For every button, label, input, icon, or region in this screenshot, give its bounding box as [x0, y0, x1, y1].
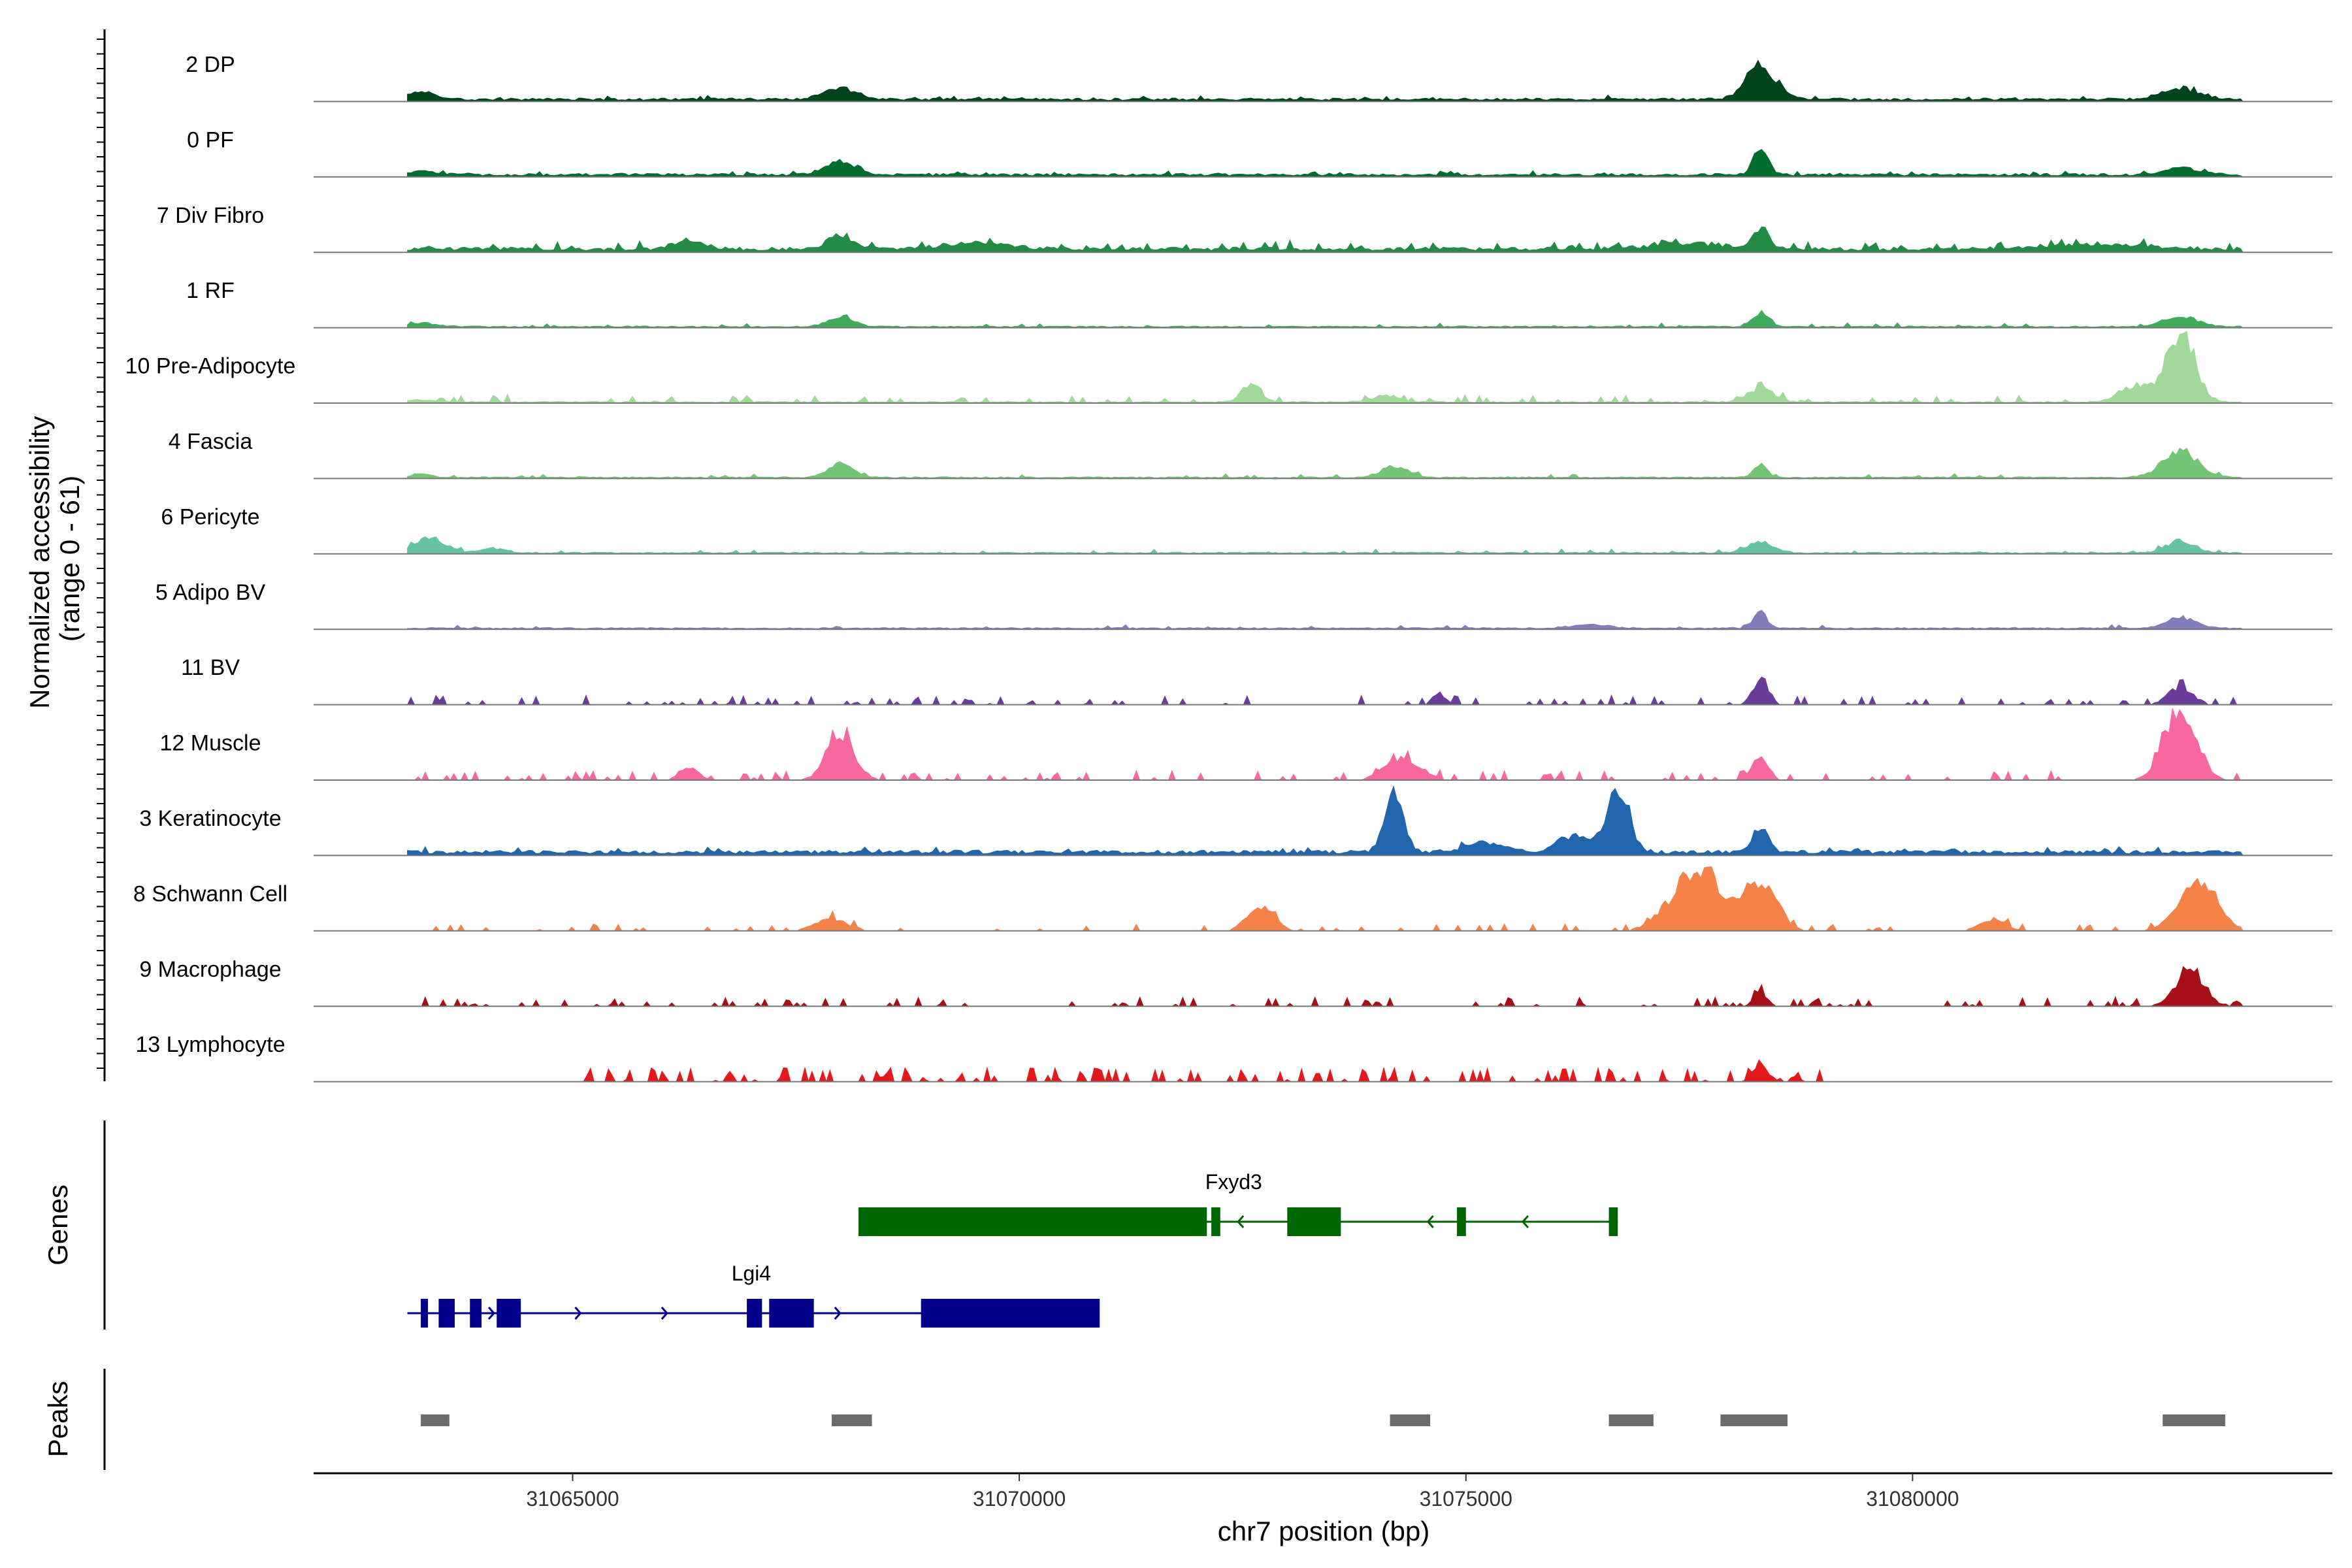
peak-region	[1609, 1414, 1654, 1426]
peaks-panel	[421, 1414, 2225, 1426]
gene-exon	[1211, 1207, 1220, 1236]
x-axis-tick-label: 31070000	[973, 1487, 1066, 1511]
track-label: 5 Adipo BV	[155, 580, 266, 605]
track-1-rf: 1 RF	[186, 278, 2332, 329]
track-7-div-fibro: 7 Div Fibro	[157, 203, 2332, 253]
track-label: 12 Muscle	[160, 731, 261, 756]
track-label: 11 BV	[181, 655, 240, 680]
gene-exon	[1609, 1207, 1618, 1236]
gene-exon	[769, 1299, 814, 1328]
gene-exon	[747, 1299, 762, 1328]
gene-strand-arrow	[834, 1307, 841, 1320]
gene-exon	[497, 1299, 521, 1328]
track-label: 4 Fascia	[169, 429, 253, 454]
x-axis-tick-label: 31080000	[1866, 1487, 1959, 1511]
track-coverage-area	[407, 610, 2244, 630]
coverage-tracks: 2 DP 0 PF 7 Div Fibro 1 RF 10 Pre-Adipocyte 4…	[125, 52, 2332, 1083]
gene-fxyd3: Fxyd3	[858, 1170, 1618, 1236]
y-axis-title-line2: (range 0 - 61)	[54, 476, 85, 642]
track-label: 3 Keratinocyte	[139, 806, 281, 831]
track-13-lymphocyte: 13 Lymphocyte	[135, 1032, 2332, 1083]
track-label: 0 PF	[187, 127, 234, 152]
track-12-muscle: 12 Muscle	[160, 708, 2332, 781]
y-axis	[97, 29, 106, 1470]
gene-strand-arrow	[661, 1307, 668, 1320]
track-coverage-area	[407, 226, 2244, 253]
track-0-pf: 0 PF	[187, 127, 2332, 178]
track-6-pericyte: 6 Pericyte	[161, 504, 2332, 555]
x-axis: 31065000 31070000 31075000 31080000	[314, 1472, 2332, 1511]
track-coverage-area	[406, 676, 2244, 706]
track-11-bv: 11 BV	[181, 655, 2332, 706]
peaks-panel-label: Peaks	[42, 1381, 73, 1458]
track-coverage-area	[407, 708, 2244, 781]
track-label: 6 Pericyte	[161, 504, 259, 529]
gene-strand-arrow	[574, 1307, 582, 1320]
track-coverage-area	[407, 448, 2244, 479]
track-coverage-area	[407, 785, 2244, 856]
peak-region	[421, 1414, 449, 1426]
y-axis-title: Normalized accessibility (range 0 - 61)	[24, 408, 85, 709]
track-8-schwann-cell: 8 Schwann Cell	[133, 866, 2332, 932]
gene-name-label: Lgi4	[732, 1262, 772, 1285]
gene-strand-arrow	[487, 1307, 496, 1320]
gene-lgi4: Lgi4	[407, 1262, 1100, 1328]
gene-exon	[1287, 1207, 1341, 1236]
track-label: 2 DP	[186, 52, 235, 77]
track-label: 1 RF	[186, 278, 235, 303]
track-9-macrophage: 9 Macrophage	[139, 957, 2332, 1007]
x-axis-title: chr7 position (bp)	[1218, 1516, 1430, 1546]
gene-name-label: Fxyd3	[1205, 1170, 1262, 1194]
peak-region	[1390, 1414, 1431, 1426]
track-5-adipo-bv: 5 Adipo BV	[155, 580, 2332, 630]
track-label: 13 Lymphocyte	[135, 1032, 285, 1057]
track-coverage-area	[407, 59, 2244, 102]
track-label: 10 Pre-Adipocyte	[125, 354, 296, 379]
track-3-keratinocyte: 3 Keratinocyte	[139, 785, 2332, 857]
track-label: 9 Macrophage	[139, 957, 281, 982]
gene-strand-arrow	[1237, 1215, 1245, 1228]
track-10-pre-adipocyte: 10 Pre-Adipocyte	[125, 331, 2332, 404]
gene-exon	[1457, 1207, 1466, 1236]
track-4-fascia: 4 Fascia	[169, 429, 2332, 480]
track-coverage-area	[407, 536, 2244, 555]
genes-panel: Fxyd3 Lgi4	[407, 1170, 1618, 1328]
gene-exon	[921, 1299, 1100, 1328]
y-axis-title-line1: Normalized accessibility	[24, 416, 55, 709]
track-coverage-area	[407, 310, 2245, 329]
track-label: 7 Div Fibro	[157, 203, 264, 228]
peak-region	[1720, 1414, 1788, 1426]
peak-region	[832, 1414, 872, 1426]
gene-strand-arrow	[1426, 1215, 1434, 1228]
track-coverage-area	[407, 148, 2244, 178]
gene-exon	[470, 1299, 482, 1328]
track-coverage-area	[407, 866, 2244, 932]
track-label: 8 Schwann Cell	[133, 881, 287, 906]
gene-strand-arrow	[1521, 1215, 1529, 1228]
track-coverage-area	[407, 966, 2244, 1007]
gene-exon	[438, 1299, 455, 1328]
track-coverage-area	[407, 331, 2244, 404]
peak-region	[2163, 1414, 2225, 1426]
gene-exon	[858, 1207, 1207, 1236]
x-axis-tick-label: 31065000	[526, 1487, 619, 1511]
track-2-dp: 2 DP	[186, 52, 2332, 103]
genes-panel-label: Genes	[42, 1184, 73, 1266]
gene-exon	[421, 1299, 429, 1328]
x-axis-tick-label: 31075000	[1420, 1487, 1512, 1511]
track-coverage-area	[572, 1059, 1824, 1083]
